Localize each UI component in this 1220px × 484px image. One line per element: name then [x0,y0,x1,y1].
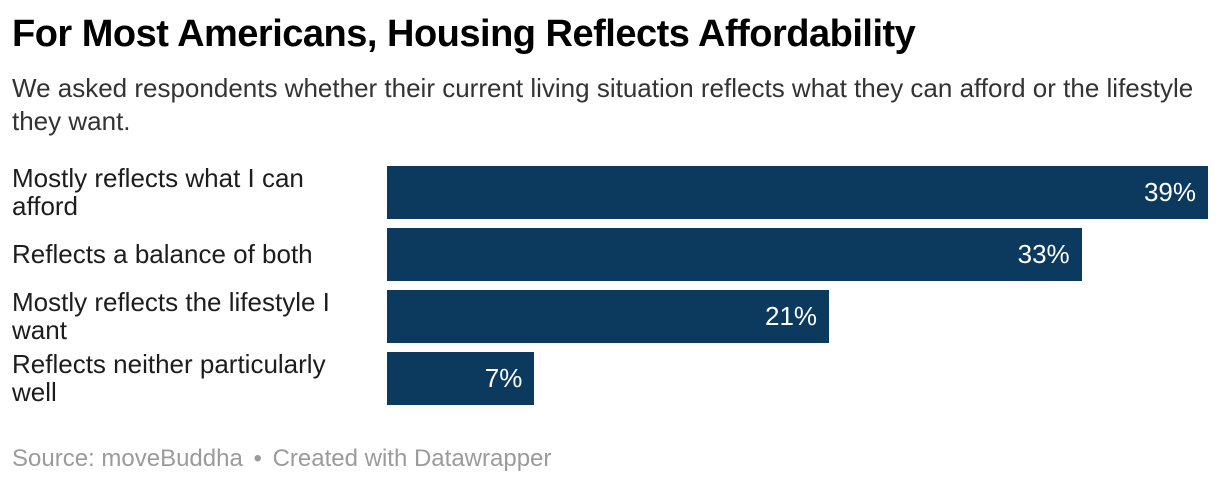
footer-separator: • [253,444,262,472]
datawrapper-attribution-link[interactable]: Created with Datawrapper [272,444,552,472]
chart-title: For Most Americans, Housing Reflects Aff… [12,13,916,55]
bar: 7% [387,351,535,405]
bar-category-label: Reflects a balance of both [12,238,313,269]
chart-footer: Source: moveBuddha • Created with Datawr… [12,445,1208,473]
chart-row: Reflects a balance of both 33% [12,227,1208,281]
bar-track: 7% [387,351,1208,405]
source-link[interactable]: moveBuddha [101,444,243,472]
bar-track: 33% [387,227,1208,281]
bar: 21% [387,289,830,343]
bar-track: 21% [387,289,1208,343]
chart-row: Mostly reflects the lifestyle I want 21% [12,286,1208,346]
bar-value-label: 21% [765,300,818,331]
bar-track: 39% [387,165,1208,219]
bar-category-label: Reflects neither particularly well [12,348,326,408]
chart-row: Mostly reflects what I can afford 39% [12,162,1208,222]
bar: 39% [387,165,1208,219]
bar-category-label: Mostly reflects the lifestyle I want [12,286,330,346]
bar-category-label: Mostly reflects what I can afford [12,162,304,222]
bar-value-label: 33% [1017,238,1070,269]
bar-value-label: 39% [1143,176,1196,207]
bar: 33% [387,227,1082,281]
chart-row: Reflects neither particularly well 7% [12,348,1208,408]
bar-value-label: 7% [484,362,523,393]
bar-chart: Mostly reflects what I can afford 39% Refl… [12,162,1208,408]
source-prefix-label: Source: [12,444,95,472]
chart-subtitle: We asked respondents whether their curre… [12,72,1194,136]
